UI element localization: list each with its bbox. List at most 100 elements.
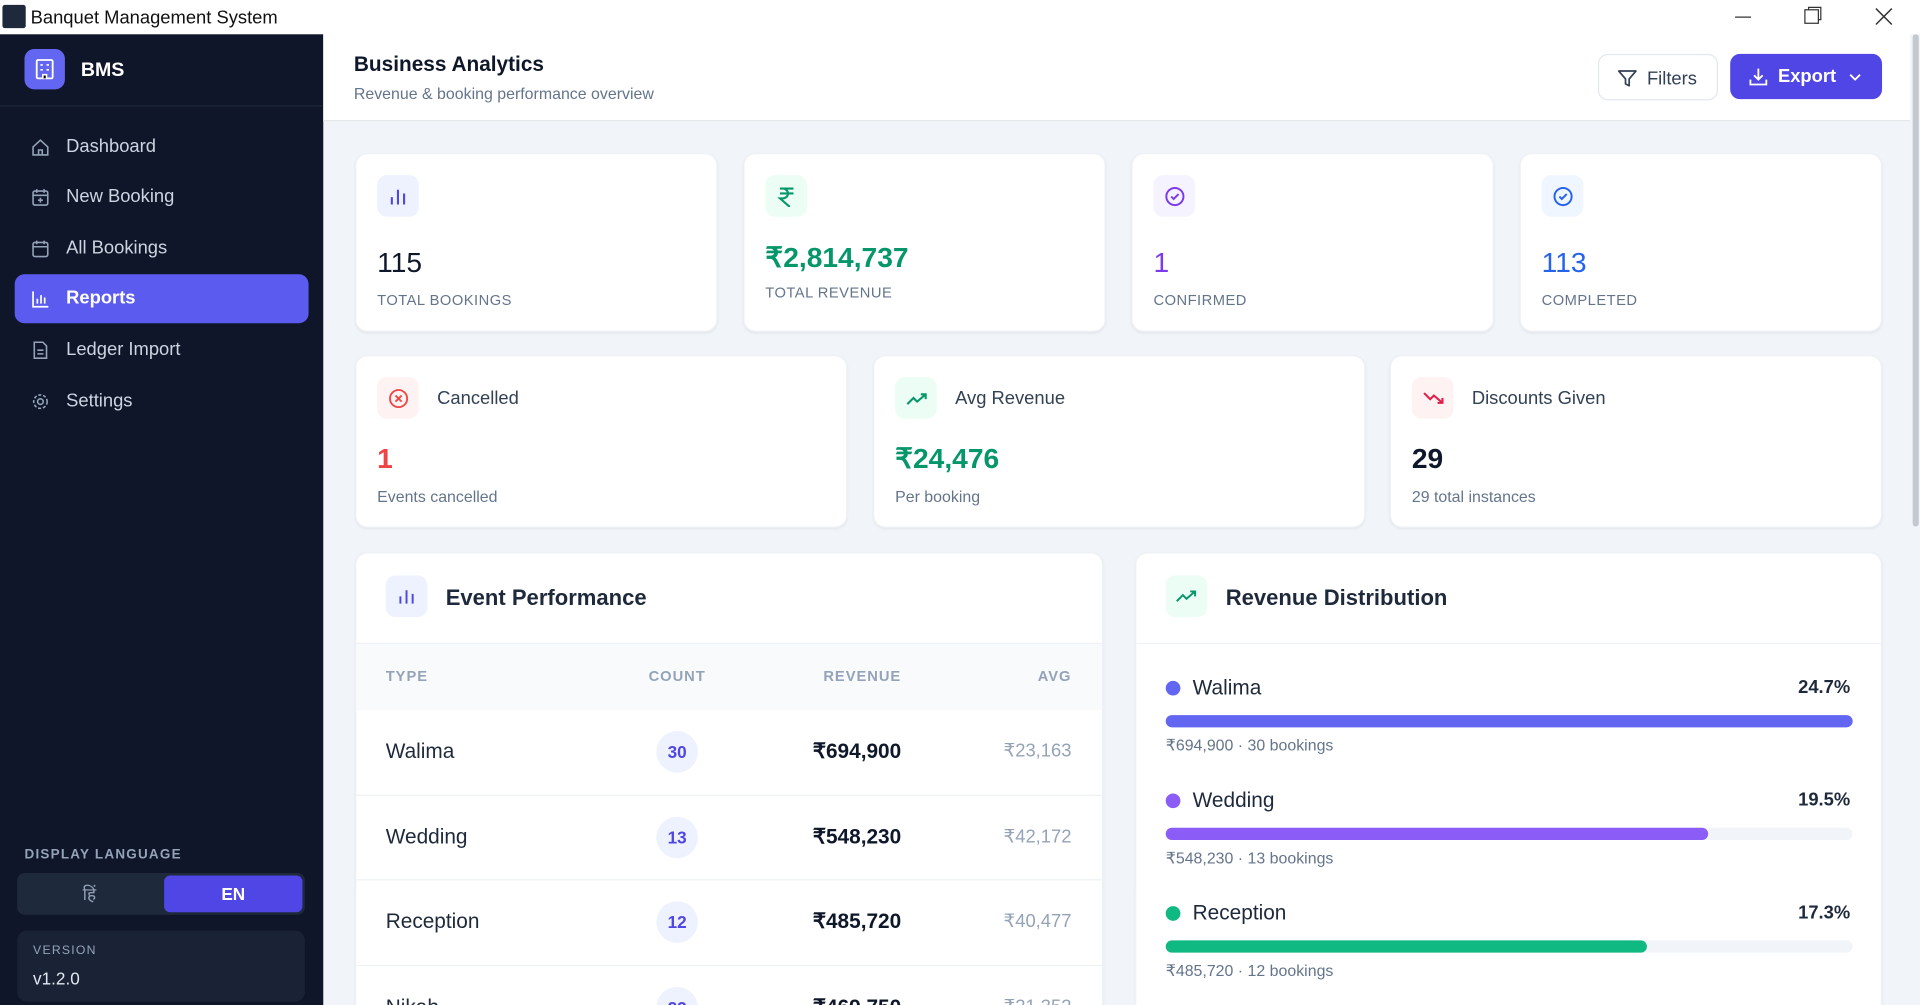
header: Business Analytics Revenue & booking per…: [323, 34, 1911, 122]
page-title: Business Analytics: [353, 52, 545, 76]
column-header: COUNT: [648, 667, 706, 685]
version-box: VERSION v1.2.0: [17, 930, 305, 1002]
nav-item[interactable]: Dashboard: [15, 122, 309, 171]
nav-icon: [32, 189, 49, 207]
stat-card: 115 TOTAL BOOKINGS: [355, 153, 718, 332]
stat-label: TOTAL REVENUE: [765, 284, 893, 302]
stat-value: 115: [377, 246, 423, 278]
lang-en[interactable]: EN: [164, 875, 303, 913]
row-divider: [356, 794, 1103, 796]
nav-label: Ledger Import: [66, 339, 181, 360]
nav-icon: [33, 341, 48, 359]
stat-icon: [1541, 175, 1584, 217]
bar-track: [1165, 827, 1853, 841]
item-name: Reception: [1192, 901, 1287, 925]
share-bar: [1165, 940, 1647, 953]
nav-label: New Booking: [66, 186, 175, 208]
column-header: TYPE: [385, 667, 429, 685]
summary-title: Cancelled: [437, 388, 519, 409]
revenue-distribution-panel: Revenue Distribution Walima 24.7% ₹694,900…: [1135, 552, 1883, 1005]
nav-label: Dashboard: [66, 135, 156, 157]
filters-button[interactable]: Filters: [1597, 53, 1718, 101]
cell-count: 30: [656, 731, 698, 773]
item-name: Walima: [1192, 675, 1262, 700]
nav-item[interactable]: Ledger Import: [15, 326, 309, 375]
stat-card: 113 COMPLETED: [1519, 153, 1883, 332]
item-share: 24.7%: [1798, 677, 1851, 698]
version-label: VERSION: [33, 944, 97, 958]
summary-note: 29 total instances: [1411, 487, 1536, 506]
nav-label: Reports: [66, 288, 136, 309]
summary-card: Cancelled 1 Events cancelled: [355, 355, 848, 528]
legend-dot: [1165, 906, 1181, 921]
legend-dot: [1165, 680, 1181, 696]
bar-track: [1165, 715, 1853, 728]
panel-title: Event Performance: [445, 585, 647, 610]
summary-card: Discounts Given 29 29 total instances: [1389, 355, 1883, 528]
item-name: Wedding: [1192, 788, 1275, 812]
item-detail: ₹694,900 · 30 bookings: [1165, 735, 1334, 755]
filters-label: Filters: [1646, 68, 1697, 90]
nav-icon: [32, 291, 49, 308]
nav-item[interactable]: New Booking: [15, 173, 309, 222]
export-button[interactable]: Export: [1730, 53, 1883, 100]
nav-icon: [32, 138, 49, 156]
item-detail: ₹548,230 · 13 bookings: [1165, 848, 1334, 867]
window-title: Banquet Management System: [30, 7, 278, 29]
version: v1.2.0: [33, 968, 80, 989]
lang-hi[interactable]: हिं: [82, 883, 97, 904]
table-head: [356, 642, 1103, 711]
divider: [0, 105, 324, 107]
app-icon: [2, 4, 26, 29]
event-performance-panel: Event Performance TYPE COUNT REVENUE AVG Wal…: [355, 552, 1104, 1005]
cell-count: 13: [656, 816, 698, 858]
nav-item[interactable]: Settings: [15, 377, 309, 426]
cell-revenue: ₹548,230: [812, 824, 902, 848]
stat-value: 113: [1541, 246, 1587, 278]
share-bar: [1165, 827, 1709, 841]
item-share: 19.5%: [1798, 789, 1851, 811]
panel-icon: [385, 575, 428, 618]
cell-type: Reception: [385, 909, 480, 934]
item-detail: ₹485,720 · 12 bookings: [1165, 961, 1334, 980]
stat-value: ₹2,814,737: [765, 241, 909, 274]
summary-icon: [1411, 377, 1454, 419]
sidebar: BMS Dashboard New Booking All Bookings Repo…: [0, 34, 324, 1005]
summary-card: Avg Revenue ₹24,476 Per booking: [873, 355, 1366, 528]
cell-revenue: ₹469,750: [813, 996, 902, 1005]
cell-type: Wedding: [385, 824, 468, 848]
cell-avg: ₹21,352: [1004, 997, 1072, 1005]
summary-icon: [377, 377, 419, 419]
summary-title: Discounts Given: [1471, 388, 1606, 409]
nav-label: All Bookings: [66, 237, 168, 258]
summary-note: Per booking: [895, 487, 981, 506]
scrollbar[interactable]: [1912, 34, 1919, 527]
bar-track: [1165, 940, 1853, 953]
summary-note: Events cancelled: [377, 487, 498, 506]
stat-card: 1 CONFIRMED: [1131, 153, 1494, 332]
stat-label: TOTAL BOOKINGS: [377, 291, 512, 309]
cell-revenue: ₹694,900: [812, 739, 902, 763]
language-label: DISPLAY LANGUAGE: [24, 847, 182, 863]
cell-avg: ₹23,163: [1003, 740, 1072, 762]
stat-icon: [765, 175, 807, 217]
nav-icon: [32, 393, 48, 409]
window-controls[interactable]: [1727, 5, 1911, 29]
cell-avg: ₹42,172: [1003, 825, 1072, 847]
stat-icon: [1153, 175, 1196, 217]
cell-type: Nikah: [386, 996, 439, 1005]
stat-value: 1: [1153, 246, 1170, 278]
nav-item[interactable]: All Bookings: [15, 224, 309, 273]
cell-count: 22: [656, 986, 698, 1005]
cell-avg: ₹40,477: [1003, 911, 1072, 932]
item-share: 17.3%: [1798, 902, 1851, 924]
row-divider: [356, 964, 1103, 966]
summary-value: 1: [377, 442, 393, 474]
divider: [1136, 642, 1881, 645]
nav-item[interactable]: Reports: [14, 274, 309, 324]
title-bar: Banquet Management System: [0, 0, 1920, 35]
stat-icon: [377, 175, 419, 217]
summary-value: ₹24,476: [895, 442, 1000, 474]
